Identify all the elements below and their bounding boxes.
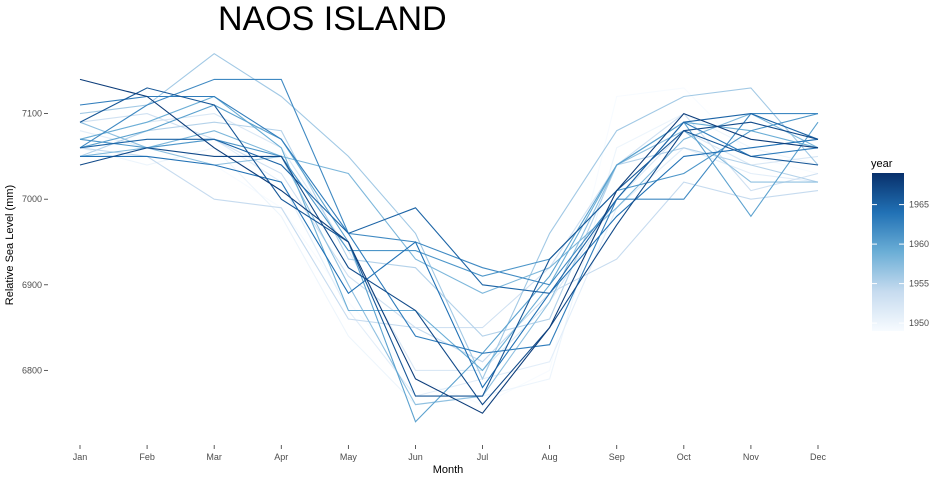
legend: year 1950 1955 1960 1965 [871,158,929,331]
y-tick-label: 6800 [22,365,42,375]
x-tick-label: Jul [477,452,489,462]
series-layer [79,53,819,423]
x-tick-label: Jun [408,452,423,462]
x-tick-label: Feb [139,452,155,462]
series-line-1960 [79,104,819,423]
x-tick-label: Mar [206,452,222,462]
y-axis: 6800 6900 7000 7100 [22,109,48,375]
y-axis-title: Relative Sea Level (mm) [4,185,16,305]
series-line-1953 [79,112,819,329]
legend-tick-label: 1960 [909,239,929,249]
legend-ticks: 1950 1955 1960 1965 [872,200,929,328]
y-tick-label: 6900 [22,280,42,290]
legend-colorbar [872,173,904,331]
series-line-1952 [79,113,819,371]
x-axis: Jan Feb Mar Apr May Jun Jul Aug Sep Oct Nov Dec [73,445,827,462]
series-line-1959 [79,95,819,372]
legend-tick-label: 1955 [909,279,929,289]
x-tick-label: Sep [609,452,625,462]
series-line-1961 [79,113,819,277]
x-tick-label: Apr [274,452,288,462]
series-line-1963 [79,95,819,354]
chart-title: NAOS ISLAND [218,0,447,38]
x-axis-title: Month [433,464,464,476]
x-tick-label: Oct [677,452,692,462]
y-tick-label: 7000 [22,194,42,204]
legend-title: year [871,158,893,170]
series-line-1967 [79,121,819,406]
series-line-1962 [79,78,818,286]
x-tick-label: Nov [743,452,760,462]
series-line-1956 [79,53,819,381]
legend-tick-label: 1950 [909,318,929,328]
x-tick-label: Aug [542,452,558,462]
legend-tick-label: 1965 [909,200,929,210]
series-line-1968 [79,78,819,414]
x-tick-label: May [340,452,358,462]
x-tick-label: Jan [73,452,88,462]
series-line-1964 [80,138,819,389]
y-tick-label: 7100 [22,109,42,119]
series-line-1955 [79,121,819,337]
series-line-1957 [79,121,818,406]
x-tick-label: Dec [810,452,827,462]
